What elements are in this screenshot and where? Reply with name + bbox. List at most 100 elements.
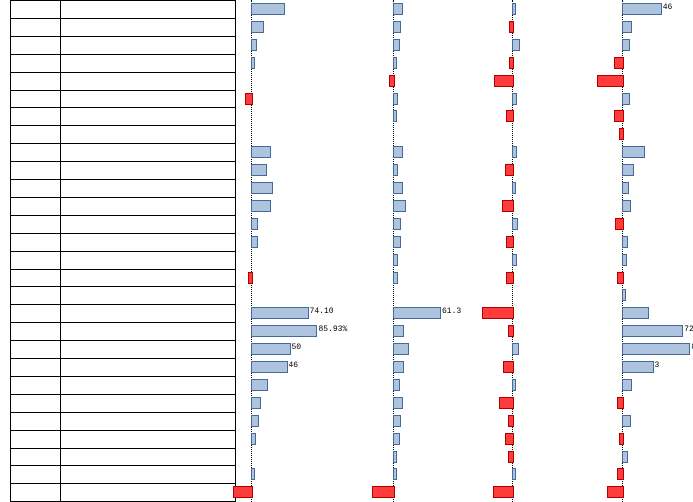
bar-positive <box>251 3 285 15</box>
bar-negative <box>508 325 515 337</box>
bar-negative <box>508 415 515 427</box>
bar-value-label: 85.93% <box>318 325 347 334</box>
bar-positive <box>251 200 271 212</box>
bar-negative <box>615 218 624 230</box>
bar-negative <box>248 272 253 284</box>
bar-positive: 61.3 <box>393 307 441 319</box>
bar-positive <box>393 21 401 33</box>
bar-positive: 85.93% <box>251 325 317 337</box>
bar-positive <box>622 200 631 212</box>
row-divider <box>10 90 235 91</box>
row-divider <box>10 215 235 216</box>
bar-positive <box>512 254 517 266</box>
bar-positive <box>622 146 645 158</box>
bar-value-label: 46 <box>663 3 673 12</box>
bar-positive: 80.92% <box>622 343 690 355</box>
bar-negative <box>245 93 253 105</box>
bar-negative <box>619 433 624 445</box>
bar-positive <box>393 468 397 480</box>
bar-value-label: 50 <box>292 343 302 352</box>
row-divider <box>10 412 235 413</box>
bar-value-label: 72.17 <box>684 325 693 334</box>
bar-negative <box>506 236 514 248</box>
bar-positive <box>393 200 406 212</box>
bar-positive: 46 <box>622 3 662 15</box>
bar-negative <box>482 307 514 319</box>
bar-positive <box>251 39 257 51</box>
bar-positive <box>251 21 264 33</box>
bar-positive <box>251 379 268 391</box>
bar-positive <box>393 415 401 427</box>
bar-negative <box>502 200 515 212</box>
bar-negative <box>499 397 515 409</box>
row-divider <box>10 394 235 395</box>
bar-positive <box>393 361 404 373</box>
bar-positive <box>393 254 398 266</box>
row-divider <box>10 322 235 323</box>
bar-negative <box>617 468 624 480</box>
bar-positive <box>512 3 516 15</box>
bar-positive <box>393 451 397 463</box>
bar-positive <box>622 93 630 105</box>
bar-positive <box>512 146 517 158</box>
bar-positive <box>393 164 398 176</box>
bar-positive <box>393 379 400 391</box>
bar-positive <box>251 218 258 230</box>
row-divider <box>10 304 235 305</box>
row-divider <box>10 36 235 37</box>
bar-negative <box>619 128 624 140</box>
bar-negative <box>506 272 514 284</box>
bar-positive <box>622 164 634 176</box>
bar-positive <box>622 39 630 51</box>
bar-positive <box>393 236 401 248</box>
row-divider <box>10 18 235 19</box>
bar-positive <box>251 433 256 445</box>
bar-positive <box>251 182 273 194</box>
bar-positive <box>512 182 516 194</box>
row-divider <box>10 286 235 287</box>
row-divider <box>10 125 235 126</box>
bar-positive <box>393 93 398 105</box>
bar-positive <box>622 21 632 33</box>
bar-positive <box>512 218 518 230</box>
bar-positive <box>251 415 259 427</box>
bar-positive: 50 <box>251 343 291 355</box>
bar-negative <box>233 486 253 498</box>
row-divider <box>10 143 235 144</box>
bar-positive <box>251 236 258 248</box>
bar-positive <box>622 236 628 248</box>
row-divider <box>10 340 235 341</box>
bar-negative <box>617 272 624 284</box>
bar-positive <box>251 397 261 409</box>
bar-positive <box>622 415 631 427</box>
bar-negative <box>494 75 514 87</box>
bar-positive <box>512 93 517 105</box>
row-divider <box>10 197 235 198</box>
row-divider <box>10 430 235 431</box>
bar-negative <box>389 75 396 87</box>
bar-positive: 72.17 <box>622 325 683 337</box>
bar-positive <box>393 272 398 284</box>
bar-positive <box>393 397 403 409</box>
bar-positive <box>251 468 255 480</box>
bar-positive <box>622 254 627 266</box>
bar-positive <box>622 182 629 194</box>
bar-negative <box>505 164 515 176</box>
bar-positive <box>393 182 403 194</box>
bar-positive <box>393 146 403 158</box>
bar-negative <box>505 433 515 445</box>
bar-positive <box>622 451 628 463</box>
bar-negative <box>614 110 624 122</box>
bar-positive <box>393 343 409 355</box>
bar-positive <box>393 110 397 122</box>
bar-positive <box>622 289 626 301</box>
row-divider <box>10 448 235 449</box>
bar-positive <box>393 433 400 445</box>
bar-positive <box>512 39 520 51</box>
bar-negative <box>493 486 515 498</box>
bar-positive <box>512 343 519 355</box>
bar-positive <box>251 146 271 158</box>
bar-positive <box>512 468 516 480</box>
row-divider <box>10 54 235 55</box>
bar-negative <box>597 75 624 87</box>
